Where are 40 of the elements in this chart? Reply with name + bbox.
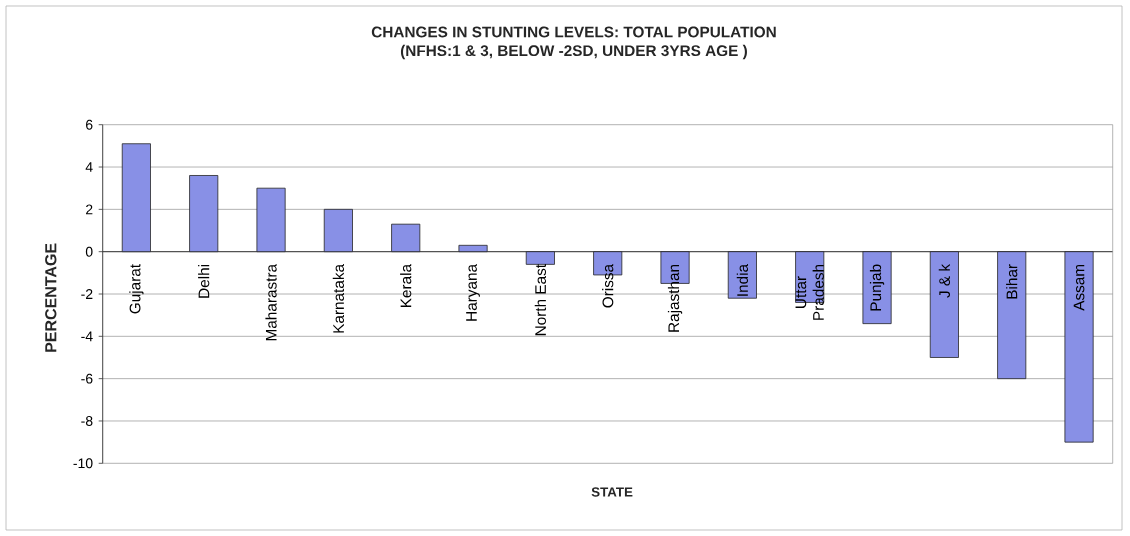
y-tick-label: 0 — [85, 246, 93, 257]
x-tick-label: Kerala — [400, 263, 412, 308]
x-tick-label: Karnataka — [332, 263, 344, 333]
chart-subtitle: (NFHS:1 & 3, BELOW -2SD, UNDER 3YRS AGE ) — [400, 44, 747, 60]
x-tick-label: Rajasthan — [667, 264, 683, 332]
y-tick-label: -2 — [81, 289, 93, 299]
x-tick-label: Assam — [1073, 264, 1085, 311]
bar — [121, 143, 151, 253]
x-tick-label: Delhi — [198, 265, 210, 298]
bar — [256, 187, 286, 253]
x-tick-label: Uttar Pradesh — [795, 264, 824, 320]
bar — [391, 223, 421, 253]
x-tick-label: Punjab — [869, 264, 885, 311]
x-tick-label: Gujarat — [129, 264, 144, 314]
x-axis-title: STATE — [591, 487, 633, 497]
y-tick-label: 2 — [86, 204, 93, 215]
y-tick-label: 6 — [86, 119, 93, 130]
x-tick-label: Maharastra — [265, 263, 277, 341]
y-tick-label: -6 — [81, 373, 93, 384]
bar — [525, 251, 555, 265]
x-tick-label: India — [736, 263, 748, 296]
y-axis-title: PERCENTAGE — [45, 243, 57, 352]
bar — [997, 251, 1027, 380]
x-tick-label: Haryana — [466, 263, 480, 321]
y-tick-label: -8 — [81, 416, 93, 426]
x-tick-label: Bihar — [1006, 264, 1018, 299]
y-tick-label: -10 — [73, 458, 93, 469]
x-tick-label: J & k — [938, 263, 950, 298]
y-tick-label: 4 — [85, 162, 93, 172]
x-tick-label: Orissa — [602, 263, 614, 308]
bar — [727, 251, 757, 299]
bar — [929, 251, 959, 358]
bar — [458, 244, 488, 253]
y-tick-label: -4 — [81, 331, 93, 342]
bar — [323, 208, 353, 253]
x-tick-label: North East — [534, 264, 546, 336]
bar — [189, 175, 219, 253]
bar — [862, 251, 892, 325]
chart-title: CHANGES IN STUNTING LEVELS: TOTAL POPULATION — [371, 26, 776, 38]
bar — [1064, 251, 1094, 443]
